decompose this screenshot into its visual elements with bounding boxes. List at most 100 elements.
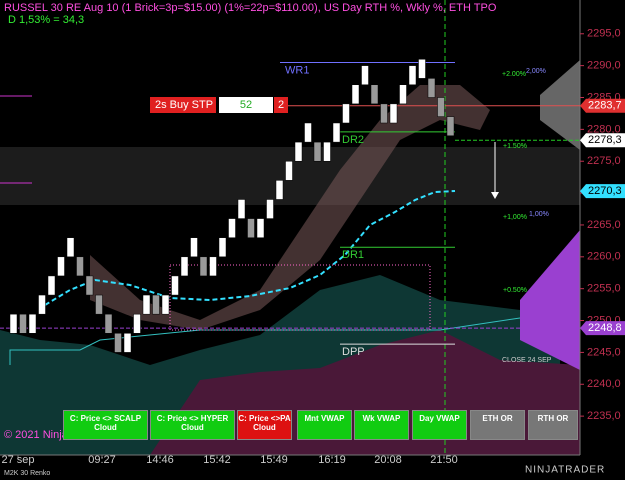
y-tick-label: 2280,0 — [587, 123, 621, 135]
x-tick-label: 16:19 — [318, 454, 346, 466]
brick-up — [256, 218, 265, 238]
brick-up — [332, 122, 341, 143]
order-count-bg[interactable] — [274, 97, 288, 113]
brick-down — [446, 116, 455, 136]
brick-up — [266, 199, 274, 219]
pivot-label: DR1 — [342, 249, 364, 261]
brick-up — [133, 313, 141, 334]
brick-up — [28, 313, 37, 334]
brick-down — [313, 141, 322, 162]
brick-down — [85, 275, 94, 296]
profile — [540, 60, 580, 150]
brick-up — [275, 180, 284, 200]
price-tag-label: 2278,3 — [588, 134, 622, 146]
brick-down — [380, 103, 388, 124]
y-tick-label: 2240,0 — [587, 378, 621, 390]
price-tag-label: 2283,7 — [588, 100, 622, 112]
brick-up — [180, 256, 189, 277]
brick-up — [9, 313, 18, 334]
brick-down — [95, 294, 103, 315]
brick-up — [399, 84, 407, 105]
header-subtitle: D 1,53% = 34,3 — [8, 14, 84, 26]
percent-label: +2.00% — [502, 71, 526, 78]
price-tag — [580, 133, 625, 148]
order-label[interactable]: 2s Buy STP — [155, 99, 213, 111]
toolbar-button[interactable]: C: Price <> SCALP Cloud — [63, 410, 148, 440]
toolbar-button[interactable]: Wk VWAP — [354, 410, 409, 440]
price-tag — [580, 98, 625, 113]
brick-up — [142, 294, 151, 315]
order-label-bg[interactable] — [150, 97, 216, 113]
brick-up — [304, 122, 312, 143]
x-tick-label: 15:49 — [260, 454, 288, 466]
brick-down — [114, 333, 122, 353]
x-tick-label: 20:08 — [374, 454, 402, 466]
brick-up — [408, 65, 417, 86]
brick-up — [171, 275, 179, 296]
order-count[interactable]: 2 — [278, 99, 284, 111]
brick-up — [323, 141, 331, 162]
brick-up — [38, 294, 46, 315]
brick-down — [104, 313, 113, 334]
brick-up — [285, 160, 293, 181]
arrow-head — [491, 192, 499, 199]
brick-up — [123, 333, 132, 353]
brick-up — [209, 256, 217, 277]
toolbar-button[interactable]: C: Price <> HYPER Cloud — [150, 410, 235, 440]
brick-up — [161, 294, 170, 315]
brick-down — [247, 218, 255, 238]
brick-up — [190, 237, 198, 258]
pivot-label: DPP — [342, 346, 365, 358]
y-tick-label: 2290,0 — [587, 60, 621, 72]
toolbar-button[interactable]: RTH OR — [528, 410, 578, 440]
y-tick-label: 2275,0 — [587, 155, 621, 167]
y-tick-label: 2260,0 — [587, 251, 621, 263]
vwap-line — [44, 190, 456, 306]
brick-up — [418, 59, 426, 79]
toolbar-button[interactable]: C: Price <>PA Cloud — [237, 410, 292, 440]
y-tick-label: 2265,0 — [587, 219, 621, 231]
x-tick-label: 21:50 — [430, 454, 458, 466]
brick-up — [294, 141, 303, 162]
brick-up — [351, 84, 360, 105]
brick-down — [437, 97, 445, 117]
brick-down — [370, 84, 379, 105]
brick-down — [199, 256, 208, 277]
brick-up — [218, 237, 227, 258]
percent-label: +1.50% — [503, 143, 527, 150]
brick-up — [57, 256, 65, 277]
toolbar-button[interactable]: ETH OR — [470, 410, 525, 440]
percent-label: 2,00% — [526, 68, 546, 75]
percent-label: +0.50% — [503, 287, 527, 294]
y-tick-label: 2245,0 — [587, 346, 621, 358]
x-tick-label: 09:27 — [88, 454, 116, 466]
order-qty-bg[interactable] — [219, 97, 273, 113]
brick-down — [152, 294, 160, 315]
brick-down — [76, 256, 84, 277]
toolbar-button[interactable]: Mnt VWAP — [297, 410, 352, 440]
or-box — [169, 264, 431, 331]
price-tag-label: 2270,3 — [588, 185, 622, 197]
x-tick-label: 27 sep — [1, 454, 34, 466]
x-tick-label: 15:42 — [203, 454, 231, 466]
brick-down — [19, 313, 27, 334]
footer: M2K 30 Renko — [4, 470, 50, 477]
percent-label: 1,00% — [529, 211, 549, 218]
y-tick-label: 2235,0 — [587, 410, 621, 422]
brick-up — [66, 237, 75, 258]
order-qty[interactable]: 52 — [240, 99, 252, 111]
brick-up — [361, 65, 369, 86]
brick-up — [342, 103, 350, 124]
price-tag — [580, 184, 625, 199]
brick-down — [427, 78, 436, 98]
brand: NINJATRADER — [525, 465, 605, 476]
y-tick-label: 2295,0 — [587, 28, 621, 40]
toolbar-button[interactable]: Day VWAP — [412, 410, 467, 440]
x-tick-label: 14:46 — [146, 454, 174, 466]
price-tag-label: 2248,8 — [588, 322, 622, 334]
cloud-pink — [90, 85, 490, 330]
profile — [520, 230, 580, 370]
brick-up — [228, 218, 236, 238]
